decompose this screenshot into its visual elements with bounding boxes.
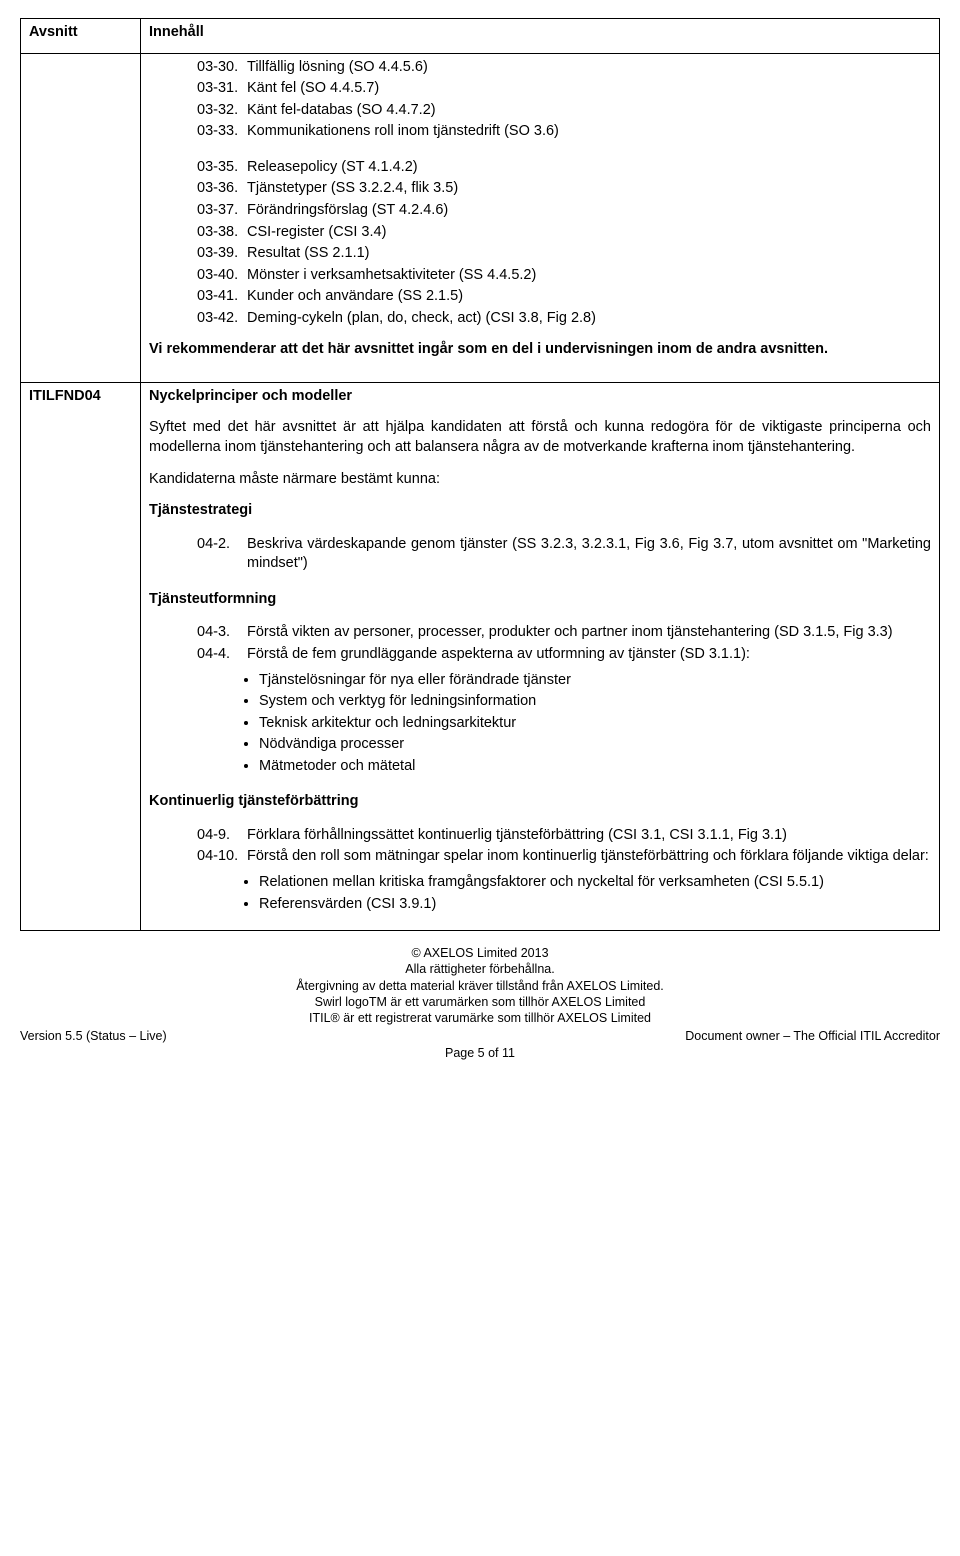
list-item: 04-3.Förstå vikten av personer, processe… [197,623,931,643]
footer-row: Version 5.5 (Status – Live) Document own… [20,1028,940,1045]
footer-l1: © AXELOS Limited 2013 [20,945,940,961]
list-item: 03-40.Mönster i verksamhetsaktiviteter (… [197,266,931,286]
list-item: 03-38.CSI-register (CSI 3.4) [197,223,931,243]
list-item-num: 04-4. [197,645,247,665]
list-item-num: 03-41. [197,287,247,307]
list-item: 03-39.Resultat (SS 2.1.1) [197,244,931,264]
row1-rec: Vi rekommenderar att det här avsnittet i… [149,340,931,360]
list-item-text: Förändringsförslag (ST 4.2.4.6) [247,201,931,221]
list-item-num: 03-31. [197,79,247,99]
list-item: 03-35.Releasepolicy (ST 4.1.4.2) [197,158,931,178]
list-item-text: Förstå vikten av personer, processer, pr… [247,623,931,643]
list-item: 03-36.Tjänstetyper (SS 3.2.2.4, flik 3.5… [197,179,931,199]
footer-l5: ITIL® är ett registrerat varumärke som t… [20,1010,940,1026]
bullet-item: Relationen mellan kritiska framgångsfakt… [259,873,931,893]
list-item-num: 03-33. [197,122,247,142]
row1-list2: 03-35.Releasepolicy (ST 4.1.4.2)03-36.Tj… [197,158,931,329]
list-item-text: Resultat (SS 2.1.1) [247,244,931,264]
th-avsnitt: Avsnitt [21,19,141,54]
list-item-text: Mönster i verksamhetsaktiviteter (SS 4.4… [247,266,931,286]
list-item-text: Känt fel (SO 4.4.5.7) [247,79,931,99]
list-item-num: 04-3. [197,623,247,643]
row1-content: 03-30.Tillfällig lösning (SO 4.4.5.6)03-… [141,53,940,382]
list-item: 03-37.Förändringsförslag (ST 4.2.4.6) [197,201,931,221]
list-item: 03-32.Känt fel-databas (SO 4.4.7.2) [197,101,931,121]
bullet-item: Teknisk arkitektur och ledningsarkitektu… [259,714,931,734]
list-item: 03-31.Känt fel (SO 4.4.5.7) [197,79,931,99]
row2-intro: Syftet med det här avsnittet är att hjäl… [149,418,931,457]
row1-list1: 03-30.Tillfällig lösning (SO 4.4.5.6)03-… [197,58,931,142]
row2-code: ITILFND04 [21,382,141,930]
th-innehall: Innehåll [141,19,940,54]
list-item-text: Känt fel-databas (SO 4.4.7.2) [247,101,931,121]
row1-code [21,53,141,382]
footer-l2: Alla rättigheter förbehållna. [20,961,940,977]
list-item-num: 03-36. [197,179,247,199]
list-item-text: Kunder och användare (SS 2.1.5) [247,287,931,307]
bullet-item: Tjänstelösningar för nya eller förändrad… [259,671,931,691]
list-item-num: 03-42. [197,309,247,329]
list-item: 03-41.Kunder och användare (SS 2.1.5) [197,287,931,307]
content-table: Avsnitt Innehåll 03-30.Tillfällig lösnin… [20,18,940,931]
footer-right: Document owner – The Official ITIL Accre… [685,1028,940,1045]
bullet-item: Mätmetoder och mätetal [259,757,931,777]
list-item-num: 03-32. [197,101,247,121]
heading-strategi: Tjänstestrategi [149,501,931,521]
footer-page: Page 5 of 11 [20,1045,940,1061]
list-utformning: 04-3.Förstå vikten av personer, processe… [197,623,931,664]
list-item: 03-42.Deming-cykeln (plan, do, check, ac… [197,309,931,329]
footer-l4: Swirl logoTM är ett varumärken som tillh… [20,994,940,1010]
row2-title: Nyckelprinciper och modeller [149,387,931,407]
list-item-num: 04-2. [197,535,247,574]
list-item-text: Förstå den roll som mätningar spelar ino… [247,847,931,867]
list-item-num: 04-9. [197,826,247,846]
row2-kand: Kandidaterna måste närmare bestämt kunna… [149,470,931,490]
list-item-text: Deming-cykeln (plan, do, check, act) (CS… [247,309,931,329]
list-item-num: 03-30. [197,58,247,78]
list-item: 04-2.Beskriva värdeskapande genom tjänst… [197,535,931,574]
list-item-text: Releasepolicy (ST 4.1.4.2) [247,158,931,178]
row2-content: Nyckelprinciper och modeller Syftet med … [141,382,940,930]
bullet-item: Referensvärden (CSI 3.9.1) [259,895,931,915]
list-item-text: CSI-register (CSI 3.4) [247,223,931,243]
list-item: 03-30.Tillfällig lösning (SO 4.4.5.6) [197,58,931,78]
bullets-utformning: Tjänstelösningar för nya eller förändrad… [259,671,931,777]
list-item-text: Kommunikationens roll inom tjänstedrift … [247,122,931,142]
list-item-text: Förklara förhållningssättet kontinuerlig… [247,826,931,846]
list-item-num: 03-39. [197,244,247,264]
list-item-text: Förstå de fem grundläggande aspekterna a… [247,645,931,665]
bullets-kontinuerlig: Relationen mellan kritiska framgångsfakt… [259,873,931,914]
list-item: 04-10.Förstå den roll som mätningar spel… [197,847,931,867]
list-item-num: 04-10. [197,847,247,867]
heading-kontinuerlig: Kontinuerlig tjänsteförbättring [149,792,931,812]
list-item: 03-33.Kommunikationens roll inom tjänste… [197,122,931,142]
list-item-num: 03-40. [197,266,247,286]
list-strategi: 04-2.Beskriva värdeskapande genom tjänst… [197,535,931,574]
heading-utformning: Tjänsteutformning [149,590,931,610]
bullet-item: System och verktyg för ledningsinformati… [259,692,931,712]
list-kontinuerlig: 04-9.Förklara förhållningssättet kontinu… [197,826,931,867]
list-item-text: Tjänstetyper (SS 3.2.2.4, flik 3.5) [247,179,931,199]
list-item-num: 03-37. [197,201,247,221]
list-item-text: Tillfällig lösning (SO 4.4.5.6) [247,58,931,78]
list-item-num: 03-38. [197,223,247,243]
list-item-num: 03-35. [197,158,247,178]
footer-l3: Återgivning av detta material kräver til… [20,978,940,994]
bullet-item: Nödvändiga processer [259,735,931,755]
footer-left: Version 5.5 (Status – Live) [20,1028,167,1045]
footer: © AXELOS Limited 2013 Alla rättigheter f… [20,945,940,1026]
list-item: 04-4.Förstå de fem grundläggande aspekte… [197,645,931,665]
list-item: 04-9.Förklara förhållningssättet kontinu… [197,826,931,846]
list-item-text: Beskriva värdeskapande genom tjänster (S… [247,535,931,574]
